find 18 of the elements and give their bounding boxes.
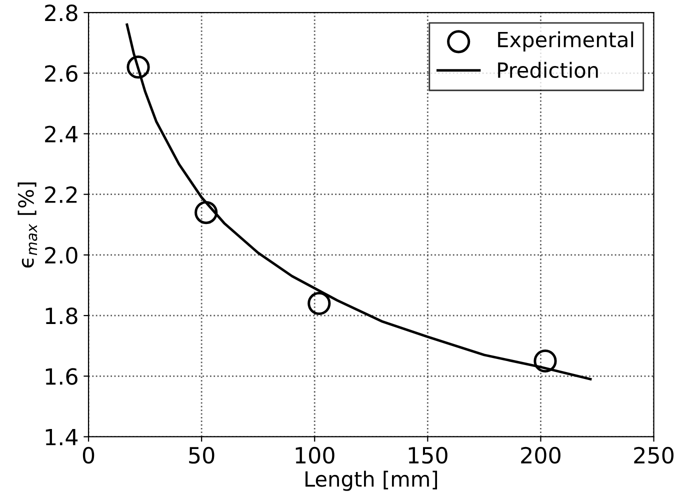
y-tick-label: 2.6: [45, 65, 78, 82]
y-tick-label: 2.0: [45, 246, 78, 264]
legend-label: Prediction: [498, 62, 598, 78]
x-tick-label: 0: [82, 446, 94, 464]
y-axis-title: ϵ$_{max}$ [%]: [18, 182, 38, 268]
legend-label: Experimental: [498, 31, 634, 52]
y-tick-label: 1.6: [46, 368, 78, 385]
y-tick-label: 1.4: [46, 428, 78, 446]
x-axis-title: Length [mm]: [306, 470, 438, 491]
y-tick-label: 2.8: [45, 4, 78, 22]
y-tick-label: 2.2: [45, 186, 77, 203]
x-tick-label: 150: [408, 446, 448, 464]
x-tick-label: 50: [189, 446, 214, 464]
x-tick-label: 100: [296, 446, 334, 464]
x-tick-label: 200: [521, 446, 560, 464]
y-tick-label: 2.4: [45, 126, 78, 142]
y-tick-label: 1.8: [46, 307, 78, 324]
x-tick-label: 250: [634, 446, 674, 464]
